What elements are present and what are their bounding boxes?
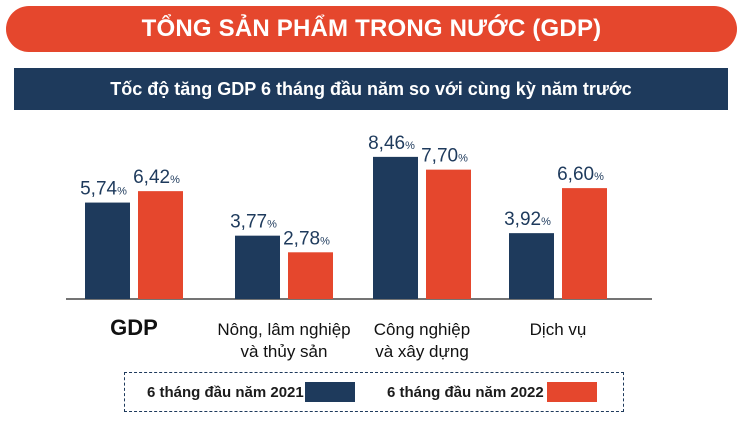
data-label-2022-1: 2,78% bbox=[283, 228, 330, 249]
data-label-2022-2: 7,70% bbox=[421, 146, 468, 167]
category-label-3-line-0: Dịch vụ bbox=[530, 320, 587, 339]
category-label-2-line-1: và xây dựng bbox=[375, 342, 469, 361]
data-label-2022-0: 6,42% bbox=[133, 167, 180, 188]
data-label-2021-0: 5,74% bbox=[80, 179, 127, 200]
page-title: TỔNG SẢN PHẨM TRONG NƯỚC (GDP) bbox=[6, 6, 737, 52]
bar-2021-1 bbox=[235, 235, 280, 299]
category-label-1-line-0: Nông, lâm nghiệp bbox=[217, 320, 350, 339]
bar-2022-1 bbox=[288, 252, 333, 299]
legend-label-2021: 6 tháng đầu năm 2021 bbox=[147, 384, 304, 401]
data-label-2022-3: 6,60% bbox=[557, 164, 604, 185]
bar-2022-2 bbox=[426, 169, 471, 299]
data-label-2021-1: 3,77% bbox=[230, 212, 277, 233]
bar-2022-0 bbox=[138, 191, 183, 299]
category-label-0-line-0: GDP bbox=[110, 315, 158, 340]
chart-legend: 6 tháng đầu năm 2021 6 tháng đầu năm 202… bbox=[124, 372, 624, 412]
chart-subtitle: Tốc độ tăng GDP 6 tháng đầu năm so với c… bbox=[14, 68, 728, 110]
bar-chart: 5,74% 6,42% GDP 3,77% 2,78% Nông, lâm nghiệp v… bbox=[66, 133, 652, 361]
chart-subtitle-text: Tốc độ tăng GDP 6 tháng đầu năm so với c… bbox=[110, 78, 632, 99]
legend-swatch-2021 bbox=[305, 382, 355, 402]
category-label-2-line-0: Công nghiệp bbox=[374, 320, 470, 339]
page-title-text: TỔNG SẢN PHẨM TRONG NƯỚC (GDP) bbox=[141, 15, 602, 42]
data-label-2021-3: 3,92% bbox=[504, 209, 551, 230]
bar-2021-3 bbox=[509, 233, 554, 299]
bar-2021-0 bbox=[85, 202, 130, 299]
bar-2021-2 bbox=[373, 156, 418, 299]
data-label-2021-2: 8,46% bbox=[368, 133, 415, 154]
category-label-1-line-1: và thủy sản bbox=[241, 342, 328, 361]
legend-label-2022: 6 tháng đầu năm 2022 bbox=[387, 384, 544, 401]
bar-2022-3 bbox=[562, 188, 607, 299]
legend-swatch-2022 bbox=[547, 382, 597, 402]
